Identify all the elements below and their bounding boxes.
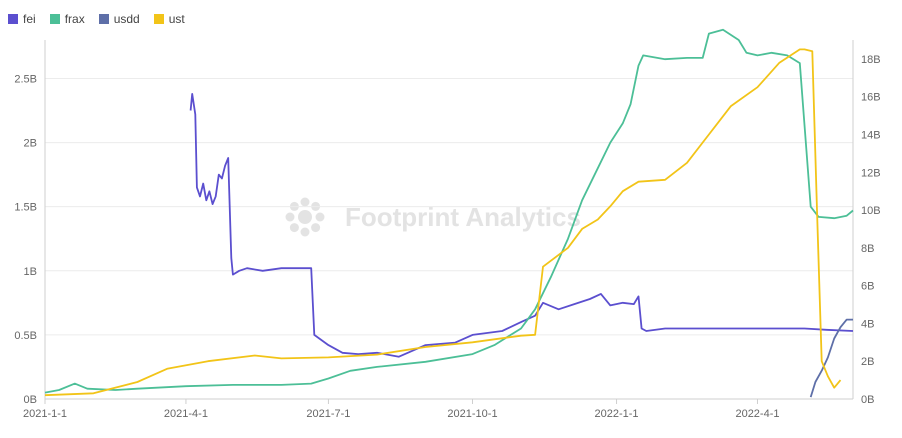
legend-label: fei — [23, 12, 36, 26]
legend-item-usdd[interactable]: usdd — [98, 12, 140, 26]
y-right-tick-label: 16B — [861, 92, 881, 104]
y-right-tick-label: 8B — [861, 243, 874, 255]
y-left-tick-label: 1.5B — [14, 202, 37, 214]
legend-label: usdd — [113, 12, 140, 26]
watermark-logo-center — [298, 210, 312, 224]
watermark: Footprint Analytics — [285, 197, 581, 237]
y-right-tick-label: 18B — [861, 54, 881, 66]
watermark-logo-dot — [300, 197, 310, 207]
y-right-tick-label: 10B — [861, 205, 881, 217]
series-line-usdd — [809, 318, 853, 398]
watermark-logo-dot — [300, 227, 310, 237]
watermark-logo-dot — [315, 212, 325, 222]
x-tick-label: 2022-1-1 — [595, 408, 639, 420]
legend-item-ust[interactable]: ust — [153, 12, 185, 26]
legend-label: ust — [168, 12, 185, 26]
watermark-logo-dot — [285, 212, 295, 222]
y-left-tick-label: 0B — [24, 394, 37, 406]
series-line-ust — [44, 48, 842, 397]
y-right-tick-label: 14B — [861, 129, 881, 141]
legend-swatch — [98, 14, 109, 24]
y-left-tick-label: 1B — [24, 266, 37, 278]
legend-item-fei[interactable]: fei — [8, 12, 36, 26]
y-right-tick-label: 6B — [861, 281, 874, 293]
series-line-frax — [44, 28, 854, 394]
legend-swatch — [49, 14, 60, 24]
y-left-tick-label: 2.5B — [14, 73, 37, 85]
legend: fei frax usdd ust — [8, 12, 185, 26]
legend-swatch — [8, 14, 18, 24]
legend-label: frax — [64, 12, 85, 26]
x-tick-label: 2021-10-1 — [447, 408, 497, 420]
y-right-tick-label: 2B — [861, 356, 874, 368]
y-right-tick-label: 12B — [861, 167, 881, 179]
x-tick-label: 2022-4-1 — [735, 408, 779, 420]
watermark-logo-dot — [311, 223, 321, 233]
y-left-tick-label: 0.5B — [14, 330, 37, 342]
legend-swatch — [153, 14, 164, 24]
y-left-tick-label: 2B — [24, 138, 37, 150]
watermark-logo-dot — [289, 223, 299, 233]
y-right-tick-label: 4B — [861, 318, 874, 330]
x-tick-label: 2021-7-1 — [306, 408, 350, 420]
x-tick-label: 2021-1-1 — [23, 408, 67, 420]
legend-item-frax[interactable]: frax — [49, 12, 85, 26]
series-line-fei — [189, 93, 854, 358]
y-right-tick-label: 0B — [861, 394, 874, 406]
x-tick-label: 2021-4-1 — [164, 408, 208, 420]
